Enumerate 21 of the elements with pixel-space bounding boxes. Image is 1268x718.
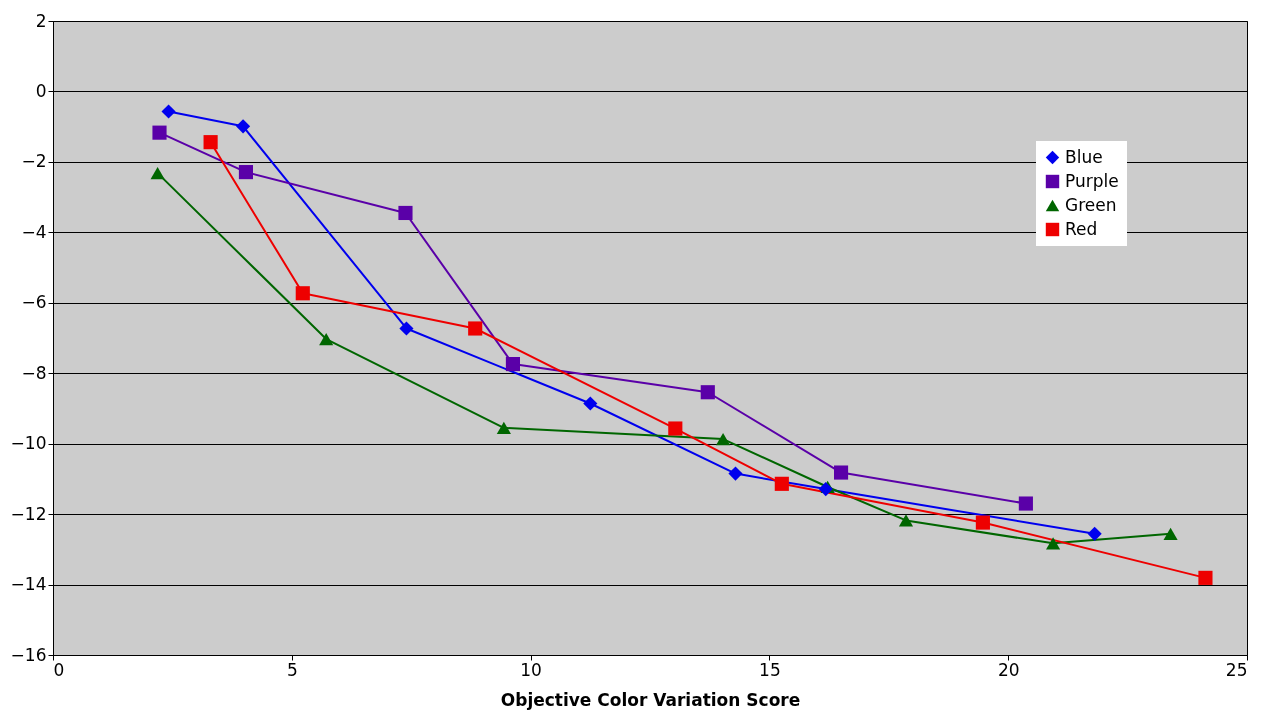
legend-label: Green (1065, 194, 1117, 215)
legend-label: Red (1065, 218, 1098, 239)
y-tick-label: −12 (10, 503, 47, 524)
y-tick-label: −2 (21, 151, 47, 172)
y-tick-label: −10 (10, 433, 47, 454)
legend-label: Blue (1065, 146, 1103, 167)
legend-label: Purple (1065, 170, 1119, 191)
x-axis-title: Objective Color Variation Score (500, 689, 801, 710)
x-tick-label: 20 (997, 659, 1020, 680)
x-tick-label: 25 (1225, 659, 1248, 680)
x-tick-label: 0 (53, 659, 65, 680)
y-tick-label: −14 (10, 574, 47, 595)
x-tick-label: 5 (286, 659, 298, 680)
y-tick-label: −6 (21, 292, 47, 313)
x-tick-label: 10 (520, 659, 542, 680)
y-tick-label: 2 (35, 10, 47, 31)
y-tick-label: 0 (35, 80, 47, 101)
x-tick-label: 15 (759, 659, 781, 680)
y-tick-label: −16 (10, 644, 47, 665)
y-tick-label: −8 (21, 362, 47, 383)
y-tick-label: −4 (21, 221, 47, 242)
